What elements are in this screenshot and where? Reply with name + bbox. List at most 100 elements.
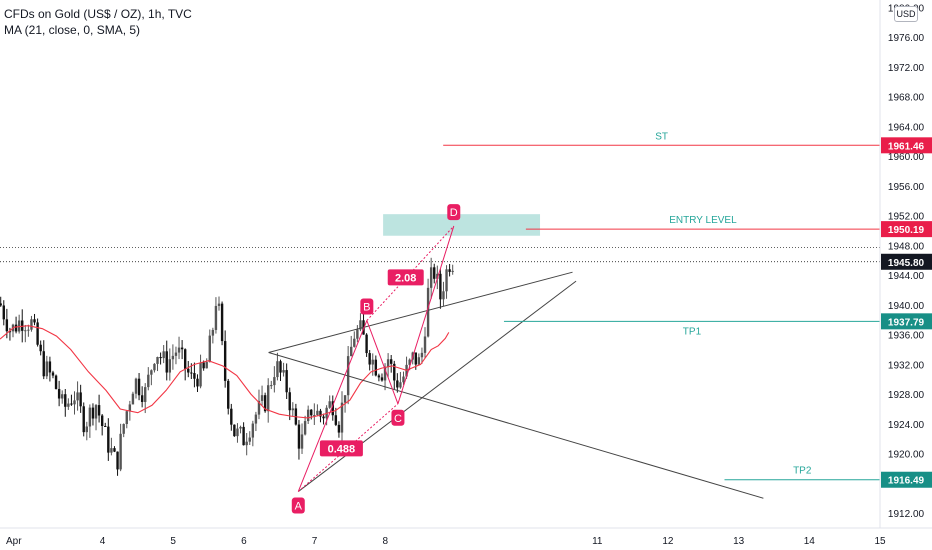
chart-legend: CFDs on Gold (US$ / OZ), 1h, TVC MA (21,… <box>4 6 192 38</box>
candle-body-57 <box>174 352 178 356</box>
price-tick-1948: 1948.00 <box>888 241 925 252</box>
currency-badge[interactable]: USD <box>894 6 918 22</box>
candle-body-68 <box>208 335 211 363</box>
price-tag-tp2-bg <box>881 471 932 488</box>
candle-body-8 <box>24 330 27 332</box>
point-label-text: D <box>450 207 458 219</box>
candle-body-13 <box>39 344 42 352</box>
ratio-label-text: 2.08 <box>395 272 416 284</box>
price-tick-1932: 1932.00 <box>888 360 925 371</box>
candle-body-90 <box>276 361 279 378</box>
candle-body-75 <box>230 408 233 425</box>
candle-body-77 <box>236 428 239 437</box>
candle-body-10 <box>30 319 33 330</box>
candle-body-89 <box>273 377 276 386</box>
candle-body-59 <box>180 347 184 350</box>
time-axis[interactable]: Apr 4 5 6 7 8 11 12 13 14 15 <box>0 527 932 547</box>
candle-body-34 <box>104 425 107 427</box>
candle-body-18 <box>54 375 58 389</box>
price-tag-st-bg <box>881 137 932 154</box>
candle-body-140 <box>429 267 433 288</box>
candle-body-39 <box>119 433 122 470</box>
price-tick-1956: 1956.00 <box>888 182 925 193</box>
candle-body-55 <box>168 359 172 373</box>
point-label-a: A <box>291 497 305 514</box>
candle-body-123 <box>377 375 381 378</box>
candle-body-144 <box>442 291 445 300</box>
candle-body-82 <box>251 423 255 438</box>
time-tick-15: 15 <box>874 536 886 547</box>
price-tag-entry-level-bg <box>881 221 932 238</box>
candle-body-97 <box>297 424 301 449</box>
candle-body-104 <box>319 410 322 417</box>
candle-body-22 <box>67 403 70 407</box>
price-tick-1912: 1912.00 <box>888 509 925 520</box>
candle-body-26 <box>79 392 82 407</box>
ratio-label-bg <box>319 440 363 457</box>
candle-body-76 <box>233 424 236 437</box>
price-tick-1924: 1924.00 <box>888 420 925 431</box>
candle-body-60 <box>183 349 187 369</box>
trendline-0 <box>268 271 573 353</box>
candle-body-80 <box>245 441 248 446</box>
price-tick-1976: 1976.00 <box>888 33 925 44</box>
candle-body-136 <box>417 357 421 365</box>
price-tick-1960: 1960.00 <box>888 152 925 163</box>
candle-body-111 <box>340 402 344 433</box>
symbol-title[interactable]: CFDs on Gold (US$ / OZ), 1h, TVC <box>4 7 192 21</box>
candle-body-122 <box>374 359 378 376</box>
candle-body-130 <box>399 382 402 388</box>
trendline-2 <box>268 352 764 499</box>
pattern-cd <box>397 225 455 404</box>
pattern-bc <box>366 320 399 404</box>
point-label-c: C <box>391 409 405 426</box>
candle-body-121 <box>371 359 374 365</box>
candle-body-12 <box>36 322 39 345</box>
price-tick-1952: 1952.00 <box>888 212 925 223</box>
candle-body-115 <box>353 338 356 347</box>
time-tick-5: 5 <box>170 536 176 547</box>
candle-body-147 <box>451 270 454 272</box>
candle-body-135 <box>414 352 417 365</box>
candle-body-143 <box>439 273 442 300</box>
candle-body-63 <box>193 373 196 379</box>
candle-body-69 <box>211 329 215 336</box>
candle-body-84 <box>257 400 261 415</box>
ma-layer <box>0 325 450 419</box>
time-tick-14: 14 <box>804 536 816 547</box>
candle-body-21 <box>64 394 67 407</box>
candle-body-139 <box>426 287 430 337</box>
candle-body-42 <box>128 404 132 412</box>
candle-body-52 <box>159 357 162 359</box>
candle-body-36 <box>110 448 113 453</box>
price-axis[interactable]: 1912.001916.001920.001924.001928.001932.… <box>879 0 932 528</box>
indicator-legend[interactable]: MA (21, close, 0, SMA, 5) <box>4 23 141 37</box>
candle-body-142 <box>436 273 439 279</box>
candle-body-128 <box>393 363 396 381</box>
price-tick-1928: 1928.00 <box>888 390 925 401</box>
candle-body-14 <box>42 351 45 377</box>
candle-body-92 <box>282 370 285 373</box>
candle-body-2 <box>5 319 9 332</box>
drawings: 0.488 2.08 A B C D ST ENTRY LEVEL TP1 TP2 <box>0 131 880 514</box>
candle-body-98 <box>300 434 304 449</box>
candle-body-108 <box>331 401 334 416</box>
candle-body-126 <box>386 359 390 367</box>
level-name-tp1: TP1 <box>683 326 702 337</box>
candle-body-40 <box>122 424 125 434</box>
candle-body-15 <box>45 361 49 377</box>
price-tick-1940: 1940.00 <box>888 301 925 312</box>
candle-body-45 <box>137 378 141 396</box>
candle-body-41 <box>125 411 128 425</box>
candle-body-46 <box>140 395 144 402</box>
candle-body-99 <box>303 421 307 435</box>
candle-body-35 <box>107 426 110 453</box>
level-name-tp2: TP2 <box>793 466 812 477</box>
point-label-text: C <box>394 413 402 425</box>
candle-body-6 <box>17 320 21 332</box>
candle-body-133 <box>408 359 411 365</box>
price-tick-1936: 1936.00 <box>888 331 925 342</box>
candle-body-87 <box>267 385 270 412</box>
candle-body-127 <box>389 359 393 364</box>
